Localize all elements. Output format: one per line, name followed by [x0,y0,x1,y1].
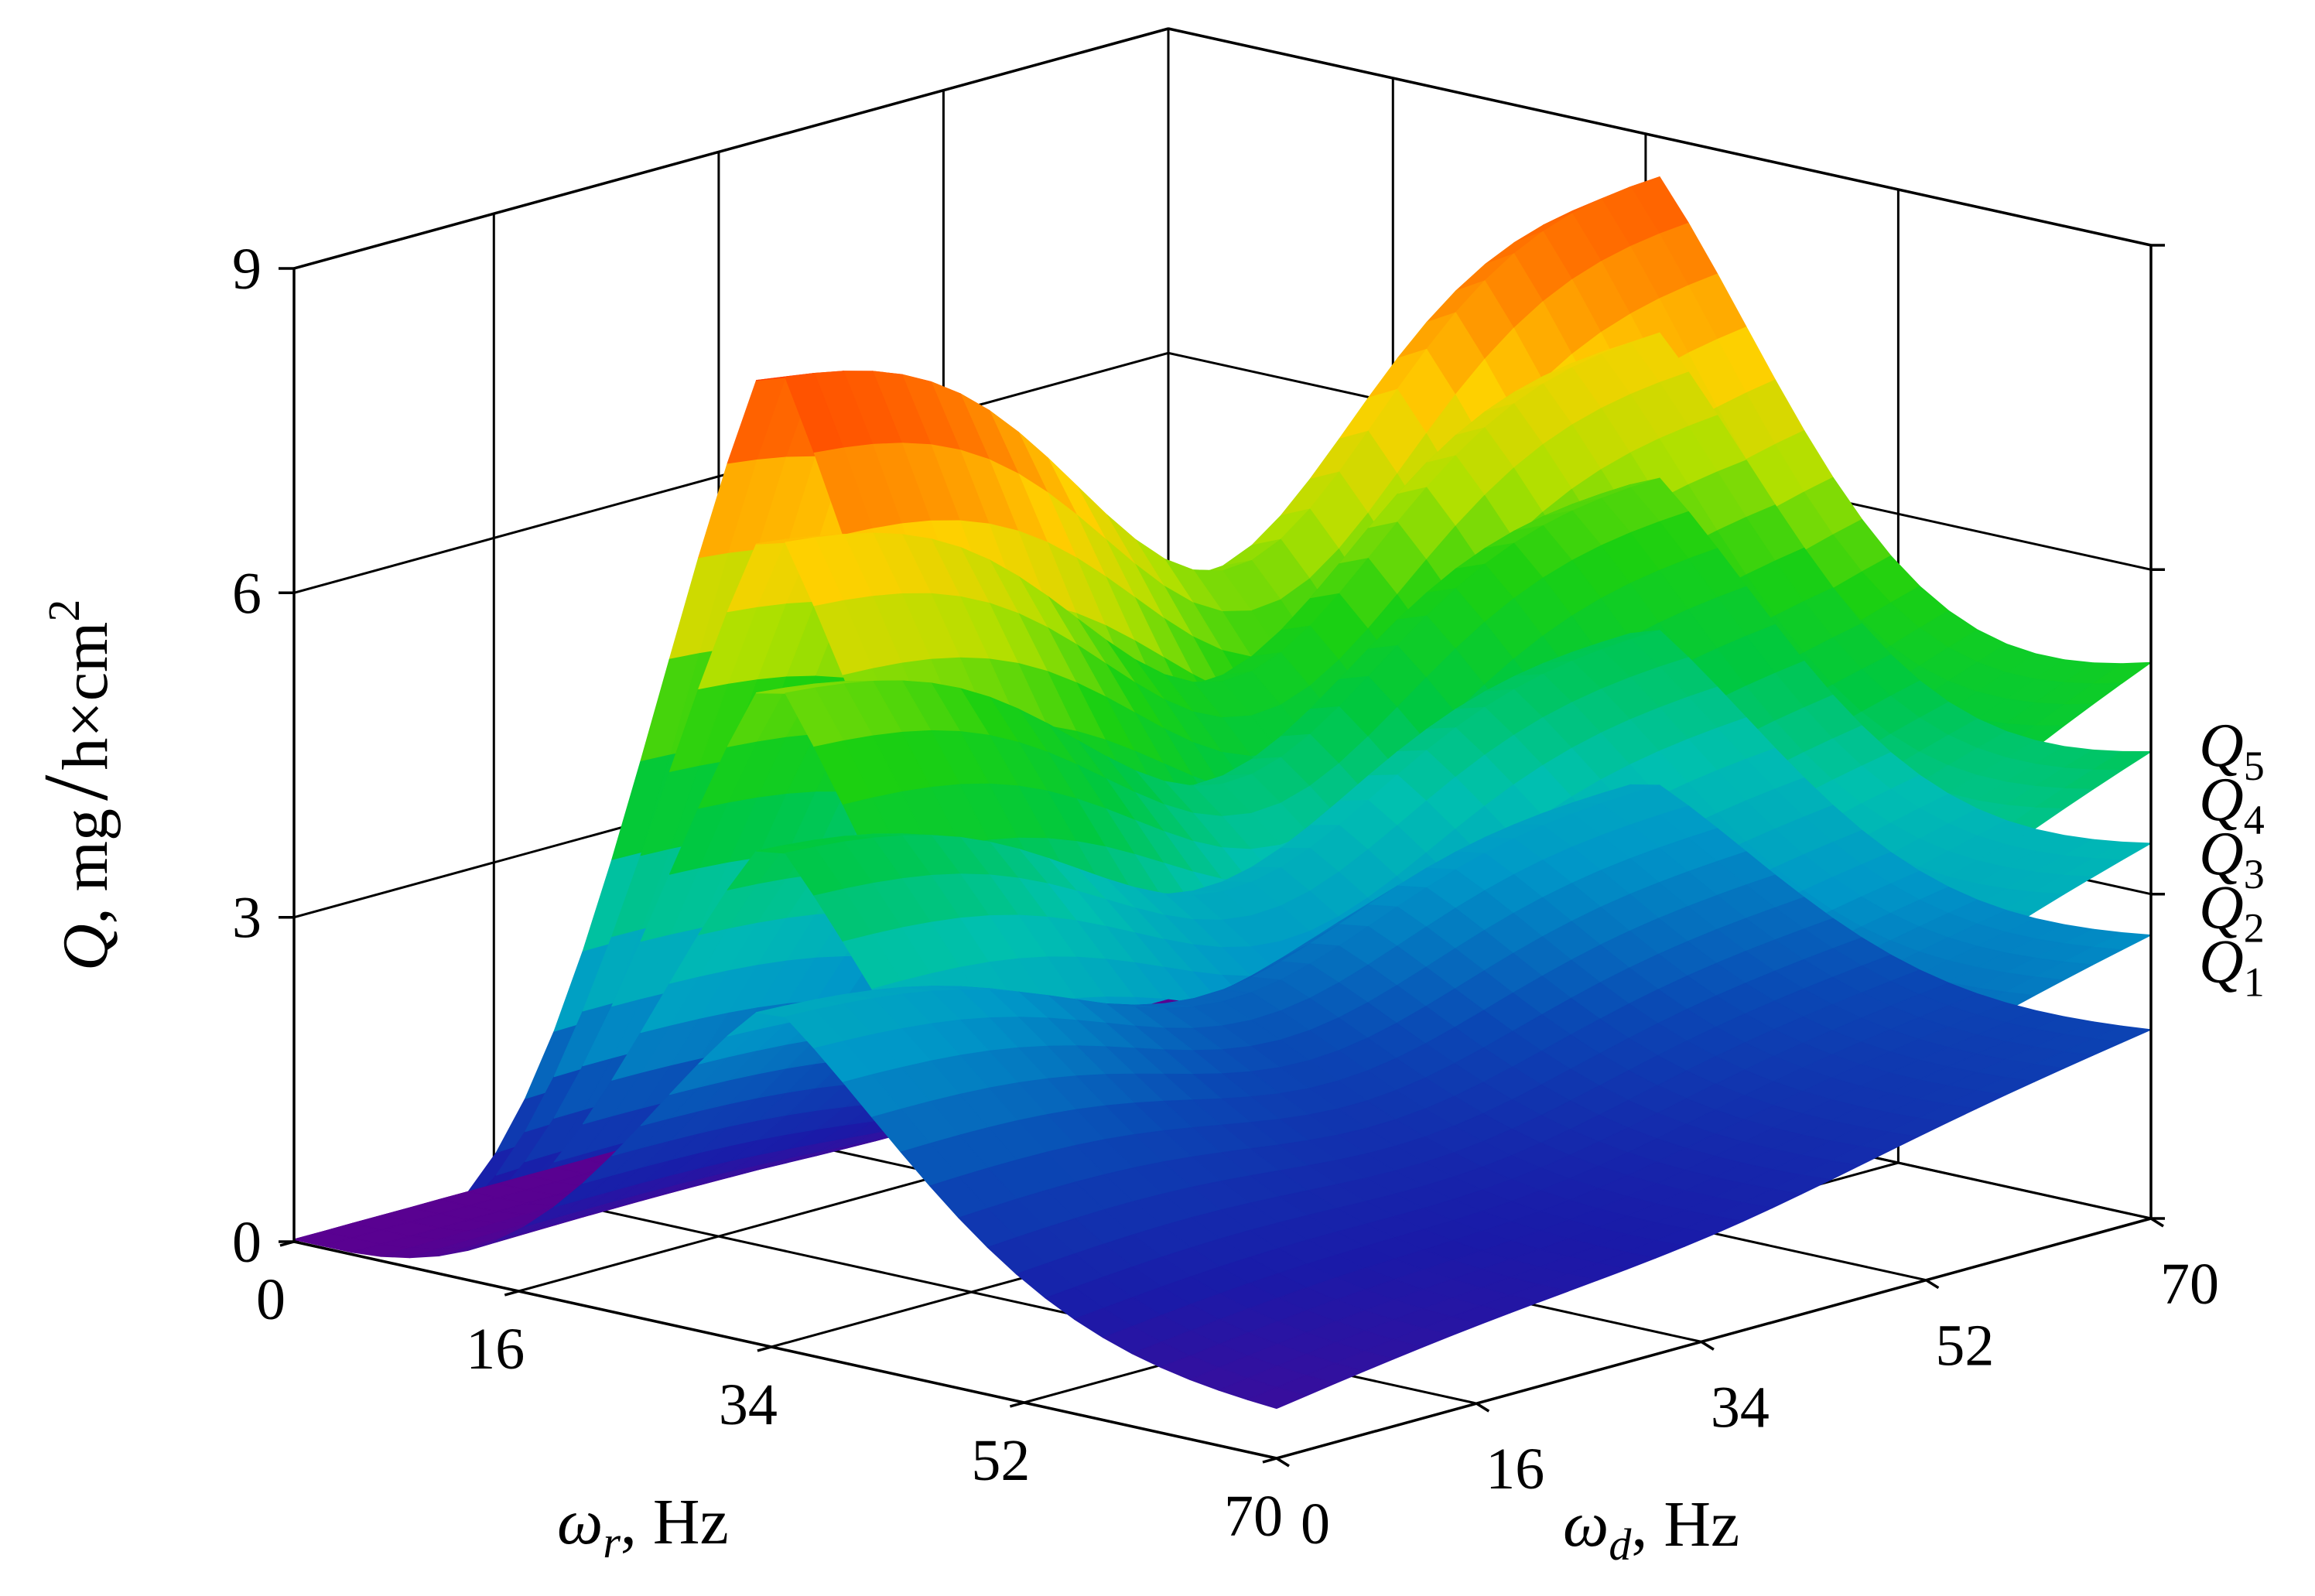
surface-Q1 [293,784,2152,1410]
surface-layer [293,176,2152,1410]
gridline-z-3 [293,27,2152,270]
